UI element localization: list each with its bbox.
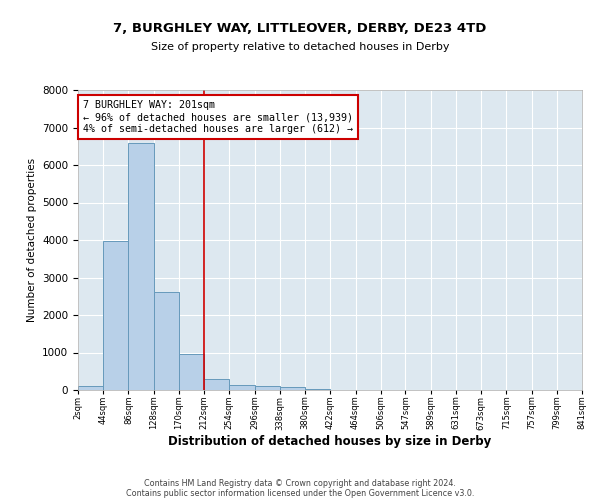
Bar (78, 386, 103, 390)
Bar (103, 241, 128, 390)
Text: Contains public sector information licensed under the Open Government Licence v3: Contains public sector information licen… (126, 488, 474, 498)
X-axis label: Distribution of detached houses by size in Derby: Distribution of detached houses by size … (169, 435, 491, 448)
Text: 7 BURGHLEY WAY: 201sqm
← 96% of detached houses are smaller (13,939)
4% of semi-: 7 BURGHLEY WAY: 201sqm ← 96% of detached… (83, 100, 353, 134)
Bar (128, 142, 154, 390)
Bar (229, 385, 254, 390)
Text: Size of property relative to detached houses in Derby: Size of property relative to detached ho… (151, 42, 449, 52)
Bar (254, 386, 280, 390)
Bar (280, 387, 305, 390)
Bar (179, 354, 204, 390)
Bar (305, 389, 331, 390)
Bar (204, 379, 229, 390)
Text: 7, BURGHLEY WAY, LITTLEOVER, DERBY, DE23 4TD: 7, BURGHLEY WAY, LITTLEOVER, DERBY, DE23… (113, 22, 487, 36)
Bar (154, 292, 179, 390)
Text: Contains HM Land Registry data © Crown copyright and database right 2024.: Contains HM Land Registry data © Crown c… (144, 478, 456, 488)
Y-axis label: Number of detached properties: Number of detached properties (26, 158, 37, 322)
